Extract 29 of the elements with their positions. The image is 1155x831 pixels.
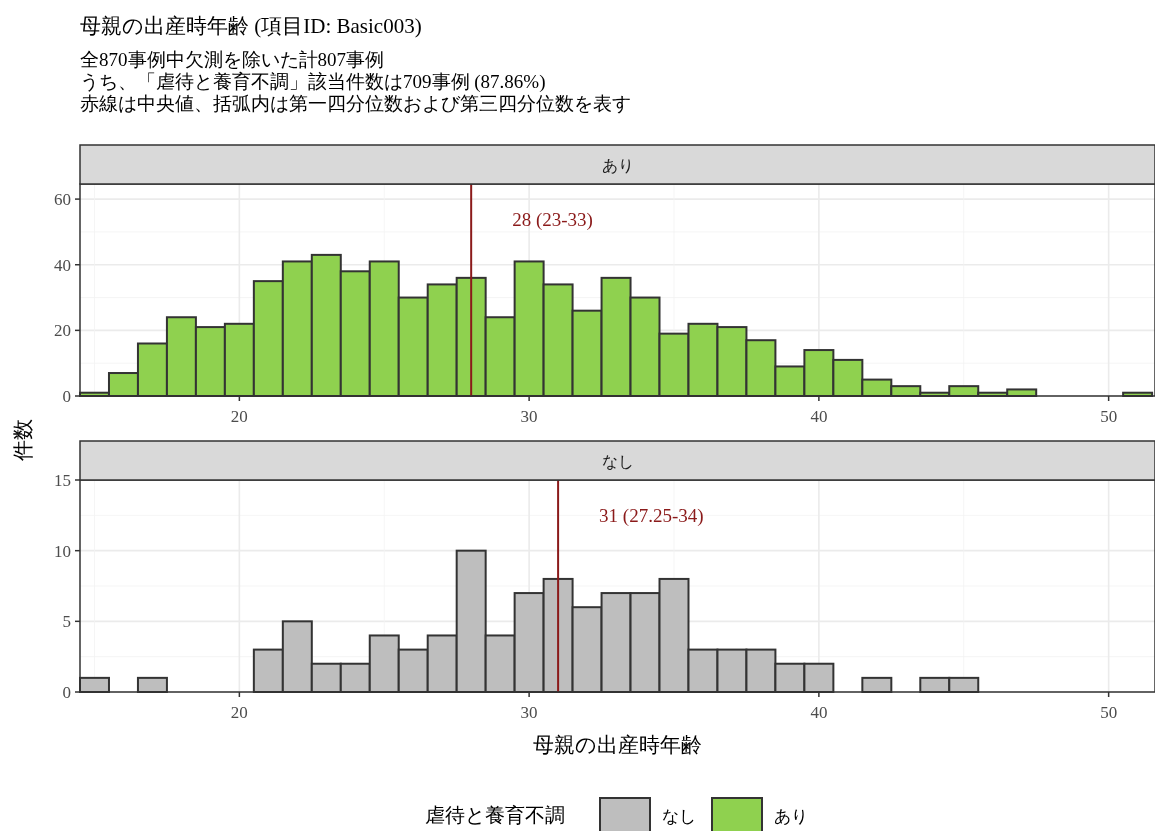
text: あり [601, 157, 634, 174]
y-tick-label: 0 [62, 683, 71, 702]
x-tick-label: 30 [520, 703, 538, 722]
chart-title: 母親の出産時年齢 (項目ID: Basic003) [80, 14, 422, 38]
y-tick-label: 20 [54, 321, 71, 341]
x-tick-label: 40 [810, 407, 828, 426]
x-tick-label: 30 [520, 407, 538, 426]
chart-subtitle: 全870事例中欠測を除いた計807事例 [80, 49, 384, 70]
ref-line-label: 31 (27.25-34) [599, 505, 704, 527]
x-tick-label: 40 [810, 703, 828, 722]
y-tick-label: 60 [54, 190, 71, 210]
y-tick-label: 15 [54, 471, 71, 490]
legend-label: なし [662, 807, 696, 826]
x-tick-label: 20 [230, 703, 248, 722]
text: うち、「虐待と養育不調」該当件数は709事例 (87.86%) [80, 71, 546, 93]
y-tick-label: 0 [62, 387, 71, 406]
y-tick-label: 40 [54, 255, 71, 275]
text: 赤線は中央値、括弧内は第一四分位数および第三四分位数を表す [80, 93, 631, 114]
x-axis-title: 母親の出産時年齢 [533, 733, 702, 757]
legend-label: あり [774, 807, 808, 826]
x-tick-label: 20 [230, 407, 248, 426]
text: なし [601, 453, 634, 470]
x-tick-label: 50 [1100, 703, 1118, 722]
y-tick-label: 10 [54, 541, 71, 561]
legend-title: 虐待と養育不調 [425, 804, 565, 826]
y-tick-label: 5 [62, 612, 71, 632]
ref-line-label: 28 (23-33) [512, 209, 593, 231]
y-axis-title: 件数 [11, 419, 35, 461]
x-tick-label: 50 [1100, 407, 1118, 426]
